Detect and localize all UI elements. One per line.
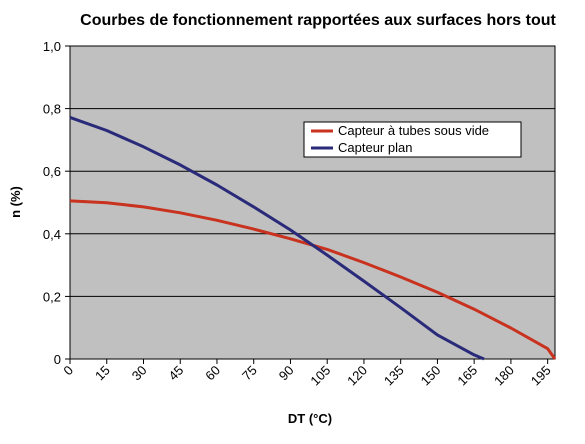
x-tick-label: 90	[276, 363, 297, 384]
y-axis-label: n (%)	[8, 186, 23, 218]
x-tick-label: 60	[202, 363, 223, 384]
x-tick-label: 15	[92, 363, 113, 384]
legend-label-tubes: Capteur à tubes sous vide	[338, 123, 489, 138]
x-tick-label: 120	[344, 363, 370, 389]
y-tick-label: 1,0	[43, 39, 61, 54]
series-lines	[69, 115, 557, 361]
legend: Capteur à tubes sous vide Capteur plan	[303, 121, 522, 158]
y-tick-label: 0,2	[43, 289, 61, 304]
x-tick-label: 150	[418, 363, 444, 389]
y-tick-labels: 0 0,2 0,4 0,6 0,8 1,0	[43, 39, 61, 367]
x-tick-labels: 0 15 30 45 60 75 90 105 120 135 150 165 180 195	[60, 363, 553, 389]
x-tick-label: 45	[166, 363, 187, 384]
series-line-1	[69, 115, 485, 361]
gridlines	[70, 45, 555, 297]
x-tick-label: 75	[239, 363, 260, 384]
x-tick-label: 180	[491, 363, 517, 389]
y-tick-label: 0,8	[43, 102, 61, 117]
plot-area	[69, 45, 556, 360]
x-tick-label: 195	[528, 363, 554, 389]
legend-box	[303, 121, 522, 158]
x-tick-label: 165	[454, 363, 480, 389]
x-tick-label: 135	[381, 363, 407, 389]
axes	[65, 45, 549, 364]
x-axis-label: DT (°C)	[288, 411, 332, 426]
x-tick-label: 105	[307, 363, 333, 389]
y-tick-label: 0,4	[43, 227, 61, 242]
series-line-0	[69, 199, 557, 360]
chart-title: Courbes de fonctionnement rapportées aux…	[80, 12, 556, 29]
y-tick-label: 0	[54, 352, 61, 367]
x-tick-label: 30	[129, 363, 150, 384]
y-tick-label: 0,6	[43, 164, 61, 179]
x-tick-label: 0	[60, 363, 76, 379]
legend-label-plan: Capteur plan	[338, 140, 412, 155]
